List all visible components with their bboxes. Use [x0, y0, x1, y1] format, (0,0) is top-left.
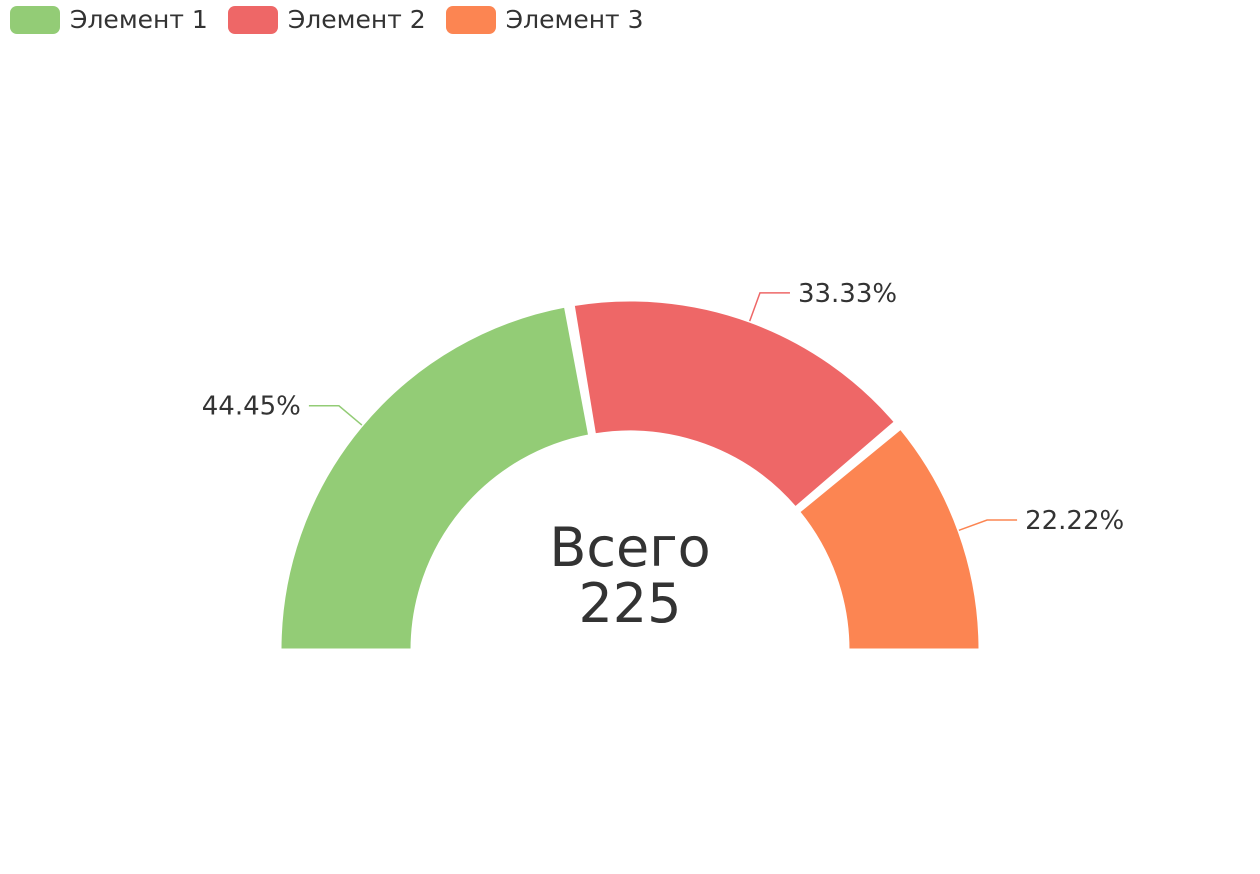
legend-item-element-1[interactable]: Элемент 1 [10, 6, 208, 34]
slice-element-3[interactable] [796, 425, 982, 652]
center-total-value: 225 [578, 572, 682, 635]
legend-swatch-element-2 [227, 6, 278, 34]
label-connector-element-2 [749, 292, 790, 322]
chart-slice-labels: 44.45% 33.33% 22.22% [202, 279, 1124, 536]
legend-label-element-3: Элемент 3 [505, 5, 644, 34]
percent-label-element-2: 33.33% [798, 279, 897, 309]
legend-swatch-element-3 [445, 6, 496, 34]
legend-item-element-2[interactable]: Элемент 2 [227, 5, 426, 34]
legend-label-element-1: Элемент 1 [70, 5, 208, 34]
label-connector-element-3 [958, 519, 1018, 531]
slice-element-2[interactable] [571, 298, 898, 511]
percent-label-element-1: 44.45% [202, 392, 301, 422]
chart-slices [278, 298, 982, 652]
center-total-title: Всего [549, 516, 711, 579]
label-connector-element-1 [308, 404, 363, 426]
legend-label-element-2: Элемент 2 [287, 5, 426, 34]
legend-item-element-3[interactable]: Элемент 3 [445, 5, 644, 34]
percent-label-element-3: 22.22% [1025, 506, 1124, 536]
slice-element-1[interactable] [278, 304, 592, 652]
legend-swatch-element-1 [10, 6, 60, 34]
chart-legend: Элемент 1 Элемент 2 Элемент 3 [10, 6, 643, 34]
